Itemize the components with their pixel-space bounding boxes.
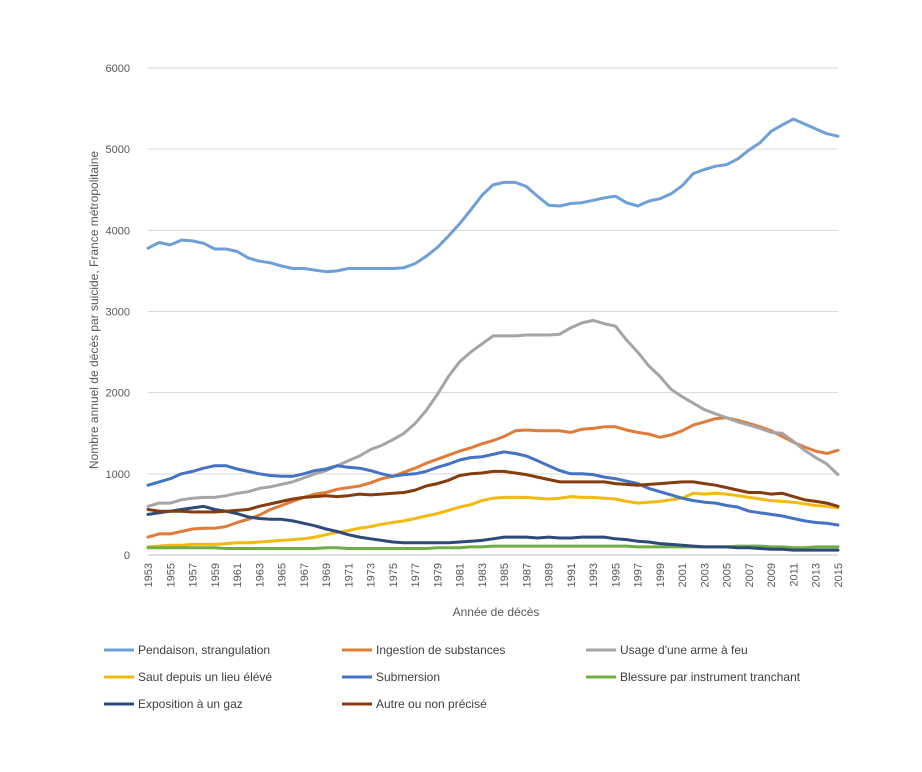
legend-item-exposition-a-un-gaz: Exposition à un gaz	[104, 697, 243, 711]
y-axis-ticks: 0 1000 2000 3000 4000 5000 6000	[106, 63, 130, 562]
x-tick-label: 1993	[588, 563, 600, 587]
x-tick-label: 2015	[833, 563, 845, 587]
legend-item-ingestion-de-substances: Ingestion de substances	[342, 643, 505, 657]
series-line-submersion	[146, 450, 840, 527]
x-tick-label: 1981	[455, 563, 467, 587]
legend-item-autre-ou-non-precise: Autre ou non précisé	[342, 697, 487, 711]
x-tick-label: 2011	[788, 563, 800, 587]
x-tick-label: 2003	[699, 563, 711, 587]
x-tick-label: 1959	[210, 563, 222, 587]
legend-item-saut-depuis-un-lieu-eleve: Saut depuis un lieu élévé	[104, 670, 272, 684]
series-line-autre-ou-non-precise	[146, 469, 840, 514]
legend: Pendaison, strangulation Ingestion de sub…	[104, 643, 801, 711]
legend-item-pendaison-strangulation: Pendaison, strangulation	[104, 643, 270, 657]
x-tick-label: 1987	[521, 563, 533, 587]
x-tick-label: 1973	[366, 563, 378, 587]
x-tick-label: 1999	[655, 563, 667, 587]
x-tick-label: 1953	[143, 563, 155, 587]
series-line-exposition-a-un-gaz	[146, 504, 840, 552]
legend-label: Blessure par instrument tranchant	[620, 670, 801, 684]
legend-label: Pendaison, strangulation	[138, 643, 270, 657]
x-tick-label: 1975	[388, 563, 400, 587]
x-tick-label: 2007	[744, 563, 756, 587]
legend-item-submersion: Submersion	[342, 670, 440, 684]
y-tick-label: 5000	[106, 144, 130, 156]
x-tick-label: 1965	[277, 563, 289, 587]
legend-label: Ingestion de substances	[376, 643, 505, 657]
x-tick-label: 1983	[477, 563, 489, 587]
x-tick-label: 1971	[343, 563, 355, 587]
x-tick-label: 1991	[566, 563, 578, 587]
legend-label: Submersion	[376, 670, 440, 684]
legend-item-blessure-par-instrument-tranchant: Blessure par instrument tranchant	[586, 670, 801, 684]
series-line-ingestion-de-substances	[146, 416, 840, 539]
y-tick-label: 3000	[106, 307, 130, 319]
y-tick-label: 1000	[106, 469, 130, 481]
legend-item-usage-d-une-arme-a-feu: Usage d'une arme à feu	[586, 643, 748, 657]
y-tick-label: 4000	[106, 225, 130, 237]
x-tick-label: 1963	[254, 563, 266, 587]
series-line-usage-d-une-arme-a-feu	[146, 318, 840, 508]
y-axis-title: Nombre annuel de décès par suicide, Fran…	[87, 151, 101, 470]
y-tick-label: 2000	[106, 388, 130, 400]
y-tick-label: 0	[124, 550, 130, 562]
series-lines	[146, 117, 840, 552]
x-axis-ticks: 1953 1955 1957 1959 1961 1963 1965 1967 1969 1971…	[143, 563, 845, 587]
x-tick-label: 1979	[432, 563, 444, 587]
x-tick-label: 2001	[677, 563, 689, 587]
series-line-pendaison-strangulation	[146, 117, 840, 274]
gridlines	[148, 67, 838, 556]
x-tick-label: 1955	[165, 563, 177, 587]
legend-label: Saut depuis un lieu élévé	[138, 670, 272, 684]
legend-label: Exposition à un gaz	[138, 697, 243, 711]
x-axis-title: Année de décès	[453, 605, 540, 619]
x-tick-label: 2009	[766, 563, 778, 587]
legend-label: Usage d'une arme à feu	[620, 643, 748, 657]
x-tick-label: 1961	[232, 563, 244, 587]
x-tick-label: 1967	[299, 563, 311, 587]
x-tick-label: 1969	[321, 563, 333, 587]
series-line-saut-depuis-un-lieu-eleve	[146, 491, 840, 549]
x-tick-label: 1957	[188, 563, 200, 587]
x-tick-label: 2005	[722, 563, 734, 587]
x-tick-label: 2013	[811, 563, 823, 587]
x-tick-label: 1985	[499, 563, 511, 587]
legend-label: Autre ou non précisé	[376, 697, 487, 711]
y-tick-label: 6000	[106, 63, 130, 75]
x-tick-label: 1997	[633, 563, 645, 587]
x-tick-label: 1995	[610, 563, 622, 587]
x-tick-label: 1977	[410, 563, 422, 587]
x-tick-label: 1989	[544, 563, 556, 587]
